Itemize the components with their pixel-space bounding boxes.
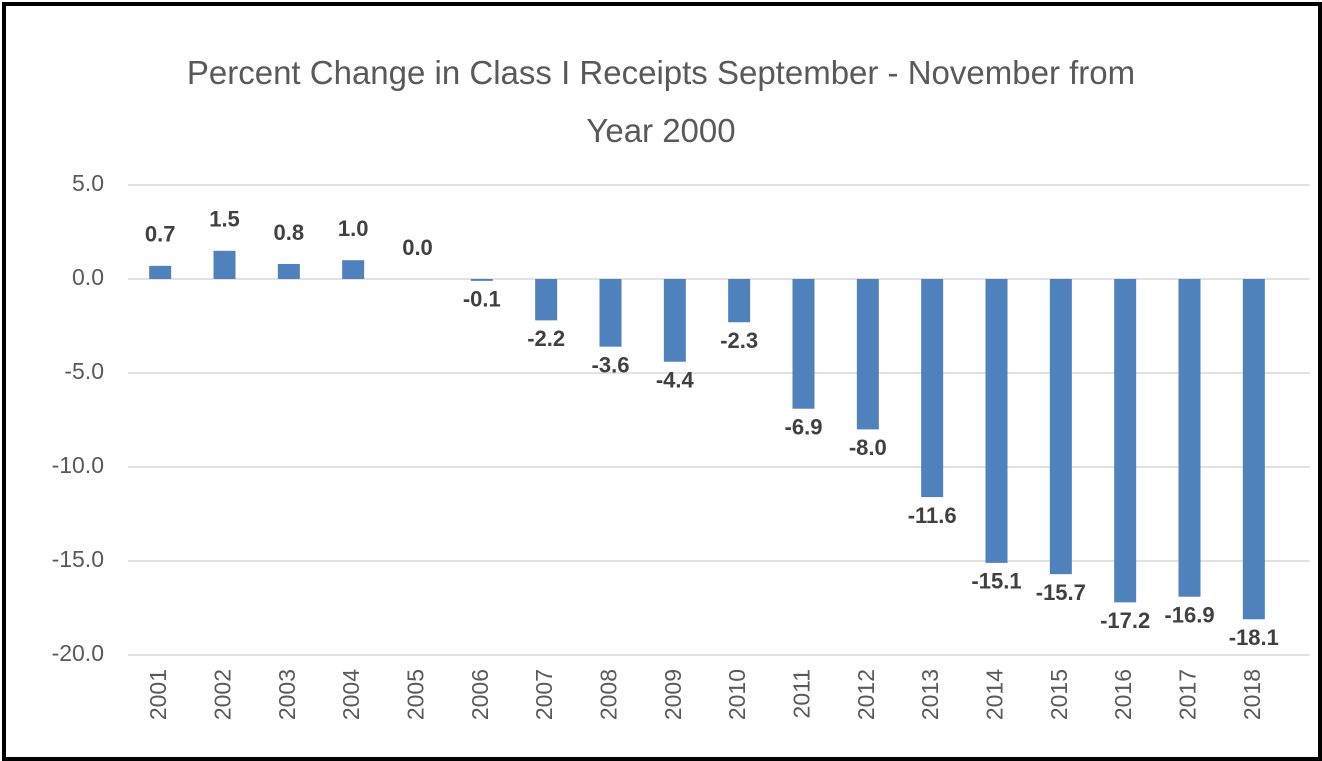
data-label: 0.8 xyxy=(274,220,305,245)
data-label: -4.4 xyxy=(656,368,695,393)
x-tick-label: 2017 xyxy=(1175,669,1201,720)
data-label: -3.6 xyxy=(592,352,630,377)
bar xyxy=(985,279,1008,563)
data-label: -2.2 xyxy=(527,326,565,351)
y-tick-label: 0.0 xyxy=(72,264,104,290)
bar xyxy=(856,279,879,430)
data-label: 0.0 xyxy=(402,235,433,260)
bar xyxy=(921,279,944,498)
data-label: 1.0 xyxy=(338,216,369,241)
y-tick-label: -20.0 xyxy=(52,640,104,666)
data-label: -6.9 xyxy=(785,415,823,440)
x-tick-label: 2010 xyxy=(724,669,750,720)
bar xyxy=(149,265,172,279)
x-tick-label: 2001 xyxy=(145,669,171,720)
data-label: -16.9 xyxy=(1164,603,1214,628)
x-tick-label: 2006 xyxy=(467,669,493,720)
data-label: 1.5 xyxy=(209,207,240,232)
x-tick-label: 2008 xyxy=(596,669,622,720)
y-tick-label: -5.0 xyxy=(64,358,104,384)
x-tick-label: 2003 xyxy=(274,669,300,720)
data-label: 0.7 xyxy=(145,222,176,247)
data-label: -8.0 xyxy=(849,435,887,460)
bar xyxy=(663,279,686,362)
x-tick-label: 2011 xyxy=(789,669,815,718)
x-tick-label: 2016 xyxy=(1110,669,1136,720)
x-tick-label: 2013 xyxy=(917,669,943,720)
bar xyxy=(342,260,365,279)
x-tick-label: 2015 xyxy=(1046,669,1072,720)
chart-title: Percent Change in Class I Receipts Septe… xyxy=(186,54,1136,149)
x-tick-label: 2007 xyxy=(531,669,557,720)
bar xyxy=(792,279,815,409)
bar xyxy=(1242,279,1265,620)
x-tick-label: 2014 xyxy=(982,669,1008,720)
y-tick-label: -10.0 xyxy=(52,452,104,478)
bar xyxy=(277,263,300,279)
y-tick-label: 5.0 xyxy=(72,170,104,196)
x-tick-label: 2005 xyxy=(403,669,429,720)
data-label: -17.2 xyxy=(1100,608,1150,633)
data-label: -15.7 xyxy=(1036,580,1086,605)
bar xyxy=(213,250,236,279)
bar xyxy=(1178,279,1201,597)
bar xyxy=(470,279,493,281)
x-tick-label: 2009 xyxy=(660,669,686,720)
x-tick-label: 2018 xyxy=(1239,669,1265,720)
bar xyxy=(1114,279,1137,603)
data-label: -2.3 xyxy=(720,328,758,353)
x-tick-label: 2012 xyxy=(853,669,879,720)
data-label: -11.6 xyxy=(908,503,957,528)
bar xyxy=(599,279,622,347)
data-label: -15.1 xyxy=(971,569,1021,594)
y-tick-label: -15.0 xyxy=(52,546,104,572)
data-label: -0.1 xyxy=(463,287,501,312)
bar xyxy=(728,279,751,323)
x-tick-label: 2002 xyxy=(210,669,236,720)
bar xyxy=(1049,279,1072,575)
data-label: -18.1 xyxy=(1229,625,1279,650)
bar xyxy=(535,279,558,321)
x-tick-label: 2004 xyxy=(338,669,364,720)
